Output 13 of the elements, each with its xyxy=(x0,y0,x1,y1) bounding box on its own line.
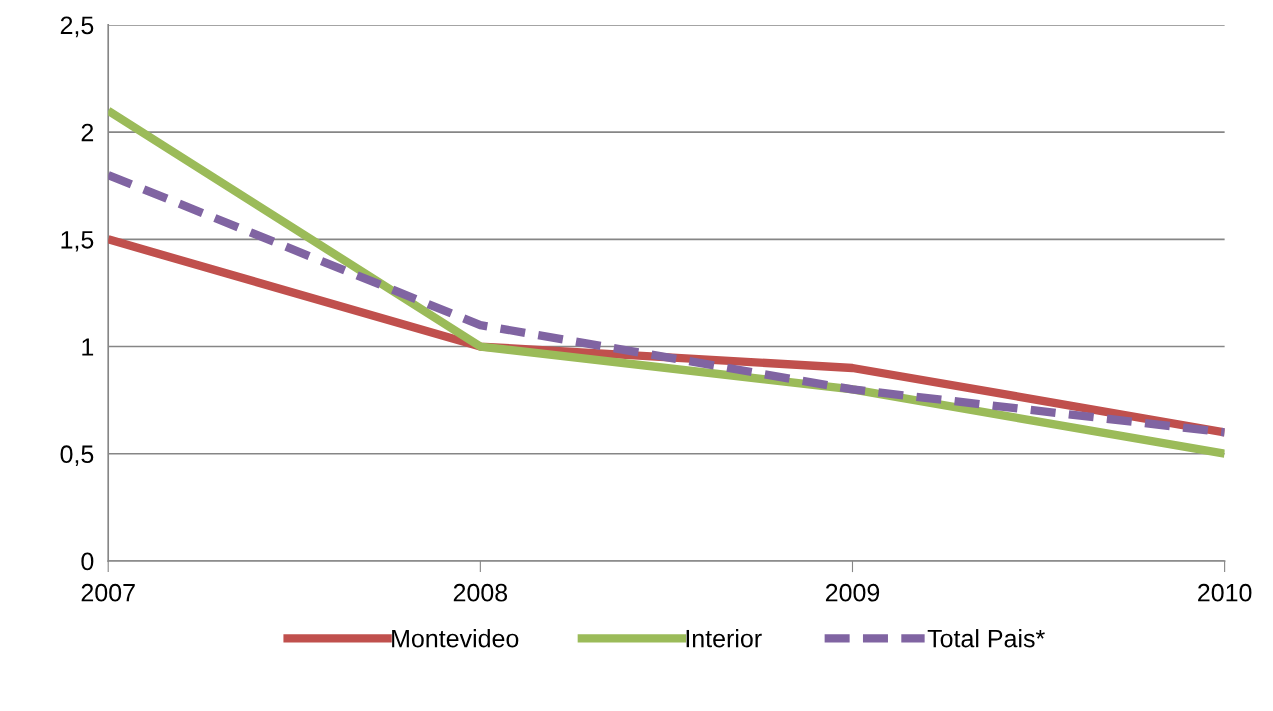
x-tick-label: 2007 xyxy=(81,583,135,602)
legend-label: Montevideo xyxy=(392,629,519,648)
y-tick-label: 0,5 xyxy=(60,445,94,467)
y-tick-label: 1 xyxy=(82,338,94,356)
x-tick-label: 2010 xyxy=(1198,583,1252,602)
y-tick-label: 2,5 xyxy=(60,16,94,38)
legend-label: Total Pais* xyxy=(927,629,1045,648)
y-tick-label: 1,5 xyxy=(61,231,94,252)
y-tick-label: 0 xyxy=(81,552,94,571)
y-tick-label: 2 xyxy=(81,123,94,142)
legend-label: Interior xyxy=(686,629,762,648)
x-tick-label: 2009 xyxy=(825,583,880,602)
x-tick-label: 2008 xyxy=(453,583,508,602)
